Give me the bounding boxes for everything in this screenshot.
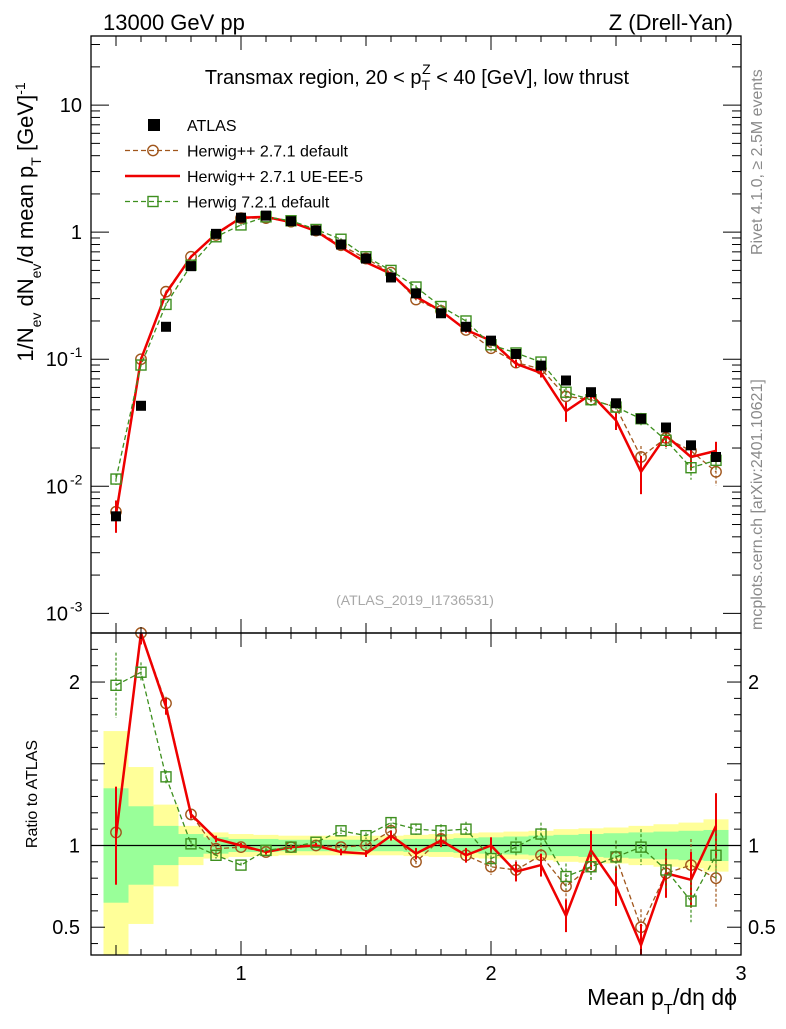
series-3-ratio-point bbox=[185, 838, 197, 850]
atlas-point bbox=[461, 321, 471, 332]
series-3-ratio-point bbox=[260, 844, 272, 857]
atlas-point bbox=[411, 288, 421, 299]
series-3-ratio-point bbox=[410, 823, 422, 835]
series-3-ratio-point bbox=[160, 771, 172, 783]
series-1-point bbox=[160, 285, 172, 298]
series-3-ratio-point bbox=[460, 823, 472, 835]
series-3-ratio-point bbox=[560, 870, 572, 883]
ratio-axis-label: Ratio to ATLAS bbox=[24, 740, 41, 848]
series-3-point bbox=[560, 386, 572, 398]
atlas-point bbox=[311, 225, 321, 236]
legend: ATLAS Herwig++ 2.7.1 default Herwig++ 2.7.… bbox=[125, 118, 363, 212]
series-3-ratio-point bbox=[685, 895, 697, 907]
legend-marker bbox=[147, 144, 159, 157]
y-tick-exponent: -2 bbox=[70, 471, 83, 487]
series-3-point bbox=[135, 359, 147, 371]
series-3-ratio-point bbox=[485, 852, 497, 865]
atlas-point bbox=[486, 335, 496, 346]
atlas-point bbox=[111, 511, 121, 522]
series-3-ratio-point bbox=[335, 825, 347, 837]
series-3-point bbox=[160, 298, 172, 311]
series-3-ratio-point bbox=[710, 849, 722, 861]
atlas-point bbox=[561, 375, 571, 386]
series-3-ratio-point bbox=[610, 851, 622, 863]
y-tick-label: 10 bbox=[46, 476, 68, 498]
y-tick-exponent: -3 bbox=[70, 598, 83, 614]
ratio-tick-label-right: 1 bbox=[748, 835, 759, 857]
series-3-ratio-point bbox=[310, 836, 322, 848]
rivet-label: Rivet 4.1.0, ≥ 2.5M events bbox=[749, 69, 766, 255]
legend-label: Herwig 7.2.1 default bbox=[187, 195, 330, 212]
ratio-tick-label-right: 2 bbox=[748, 672, 759, 694]
series-3-ratio-point bbox=[635, 841, 647, 853]
ratio-tick-label: 2 bbox=[69, 672, 80, 694]
atlas-point bbox=[661, 422, 671, 433]
atlas-point bbox=[186, 261, 196, 272]
series-3-ratio-point bbox=[110, 679, 122, 692]
atlas-point bbox=[586, 387, 596, 398]
atlas-point bbox=[136, 400, 146, 411]
plot-title: Transmax region, 20 < pTZ < 40 [GeV], lo… bbox=[205, 61, 630, 93]
ratio-tick-label-right: 0.5 bbox=[748, 917, 776, 939]
atlas-point bbox=[436, 308, 446, 319]
series-3-ratio-point bbox=[660, 864, 672, 876]
series-3-ratio-point bbox=[510, 841, 522, 853]
atlas-point bbox=[386, 272, 396, 283]
series-3-point bbox=[110, 473, 122, 485]
legend-label: Herwig++ 2.7.1 default bbox=[187, 144, 349, 161]
series-3-point bbox=[685, 462, 697, 474]
atlas-point bbox=[286, 216, 296, 227]
series-3-point bbox=[660, 434, 672, 447]
atlas-point bbox=[261, 210, 271, 221]
ratio-tick-label: 1 bbox=[69, 835, 80, 857]
x-tick-label: 1 bbox=[235, 963, 246, 985]
atlas-point bbox=[536, 360, 546, 371]
y-tick-exponent: -1 bbox=[70, 344, 83, 360]
legend-label: Herwig++ 2.7.1 UE-EE-5 bbox=[187, 169, 363, 186]
y-tick-label: 10 bbox=[46, 349, 68, 371]
series-3-ratio-point bbox=[435, 825, 447, 837]
series-3-ratio-point bbox=[210, 849, 222, 861]
header-right: Z (Drell-Yan) bbox=[609, 10, 733, 35]
series-1-point bbox=[710, 465, 722, 478]
header-left: 13000 GeV pp bbox=[103, 10, 245, 35]
atlas-point bbox=[236, 212, 246, 223]
x-axis-label: Mean pT/dη dϕ bbox=[587, 984, 737, 1018]
x-tick-label: 2 bbox=[485, 963, 496, 985]
y-tick-label: 1 bbox=[71, 222, 82, 244]
legend-marker bbox=[147, 195, 159, 208]
series-3-ratio-point bbox=[535, 828, 547, 840]
mcplots-label: mcplots.cern.ch [arXiv:2401.10621] bbox=[749, 379, 766, 630]
atlas-point bbox=[161, 321, 171, 332]
atlas-point bbox=[611, 398, 621, 409]
atlas-point bbox=[511, 348, 521, 359]
legend-label: ATLAS bbox=[187, 118, 237, 135]
atlas-point bbox=[361, 253, 371, 264]
legend-marker-atlas bbox=[148, 119, 160, 131]
series-3-ratio-point bbox=[360, 829, 372, 842]
atlas-point bbox=[636, 413, 646, 424]
atlas-point bbox=[711, 451, 721, 462]
series-3-ratio-point bbox=[135, 666, 147, 678]
series-3-ratio-point bbox=[585, 861, 597, 873]
y-tick-label: 10 bbox=[60, 95, 82, 117]
y-axis-label: 1/Nev dNev/d mean pT [GeV]-1 bbox=[12, 82, 44, 362]
x-tick-label: 3 bbox=[735, 963, 746, 985]
series-3-ratio-point bbox=[385, 816, 397, 829]
ratio-tick-label: 0.5 bbox=[52, 917, 80, 939]
series-3-ratio-point bbox=[285, 841, 297, 853]
atlas-point bbox=[336, 239, 346, 250]
watermark: (ATLAS_2019_I1736531) bbox=[336, 592, 494, 608]
y-tick-label: 10 bbox=[46, 603, 68, 625]
atlas-point bbox=[686, 440, 696, 451]
atlas-point bbox=[211, 228, 221, 239]
series-3-ratio-point bbox=[235, 859, 247, 871]
